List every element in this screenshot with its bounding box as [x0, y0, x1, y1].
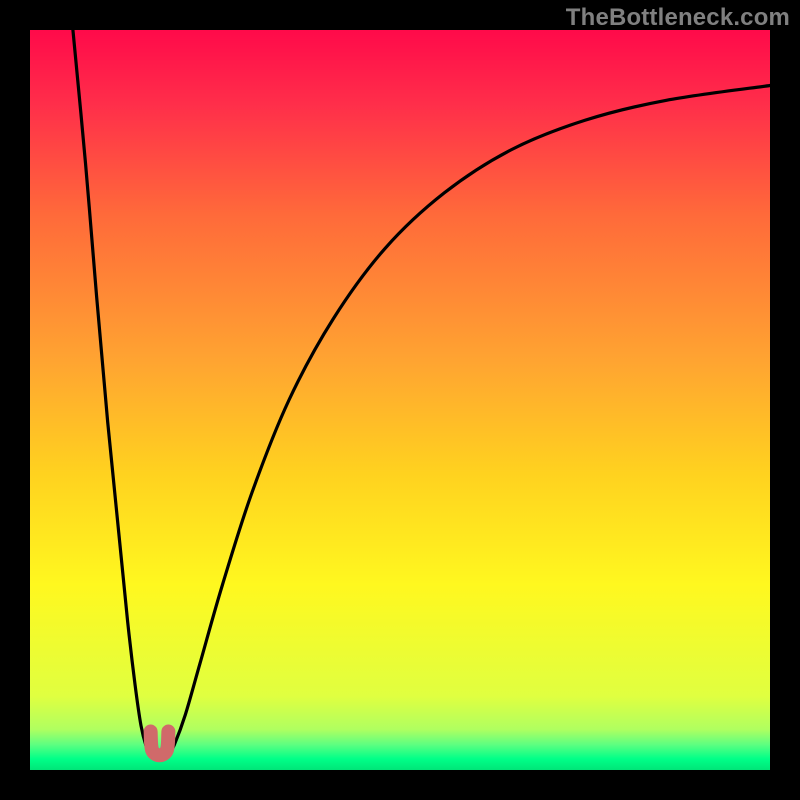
watermark-text: TheBottleneck.com — [566, 4, 790, 32]
bottleneck-curve-left — [73, 30, 151, 755]
plot-area — [30, 30, 770, 770]
bottleneck-curve-right — [168, 86, 770, 756]
bottom-u-marker — [151, 732, 169, 756]
chart-frame: TheBottleneck.com — [0, 0, 800, 800]
curve-layer — [30, 30, 770, 770]
